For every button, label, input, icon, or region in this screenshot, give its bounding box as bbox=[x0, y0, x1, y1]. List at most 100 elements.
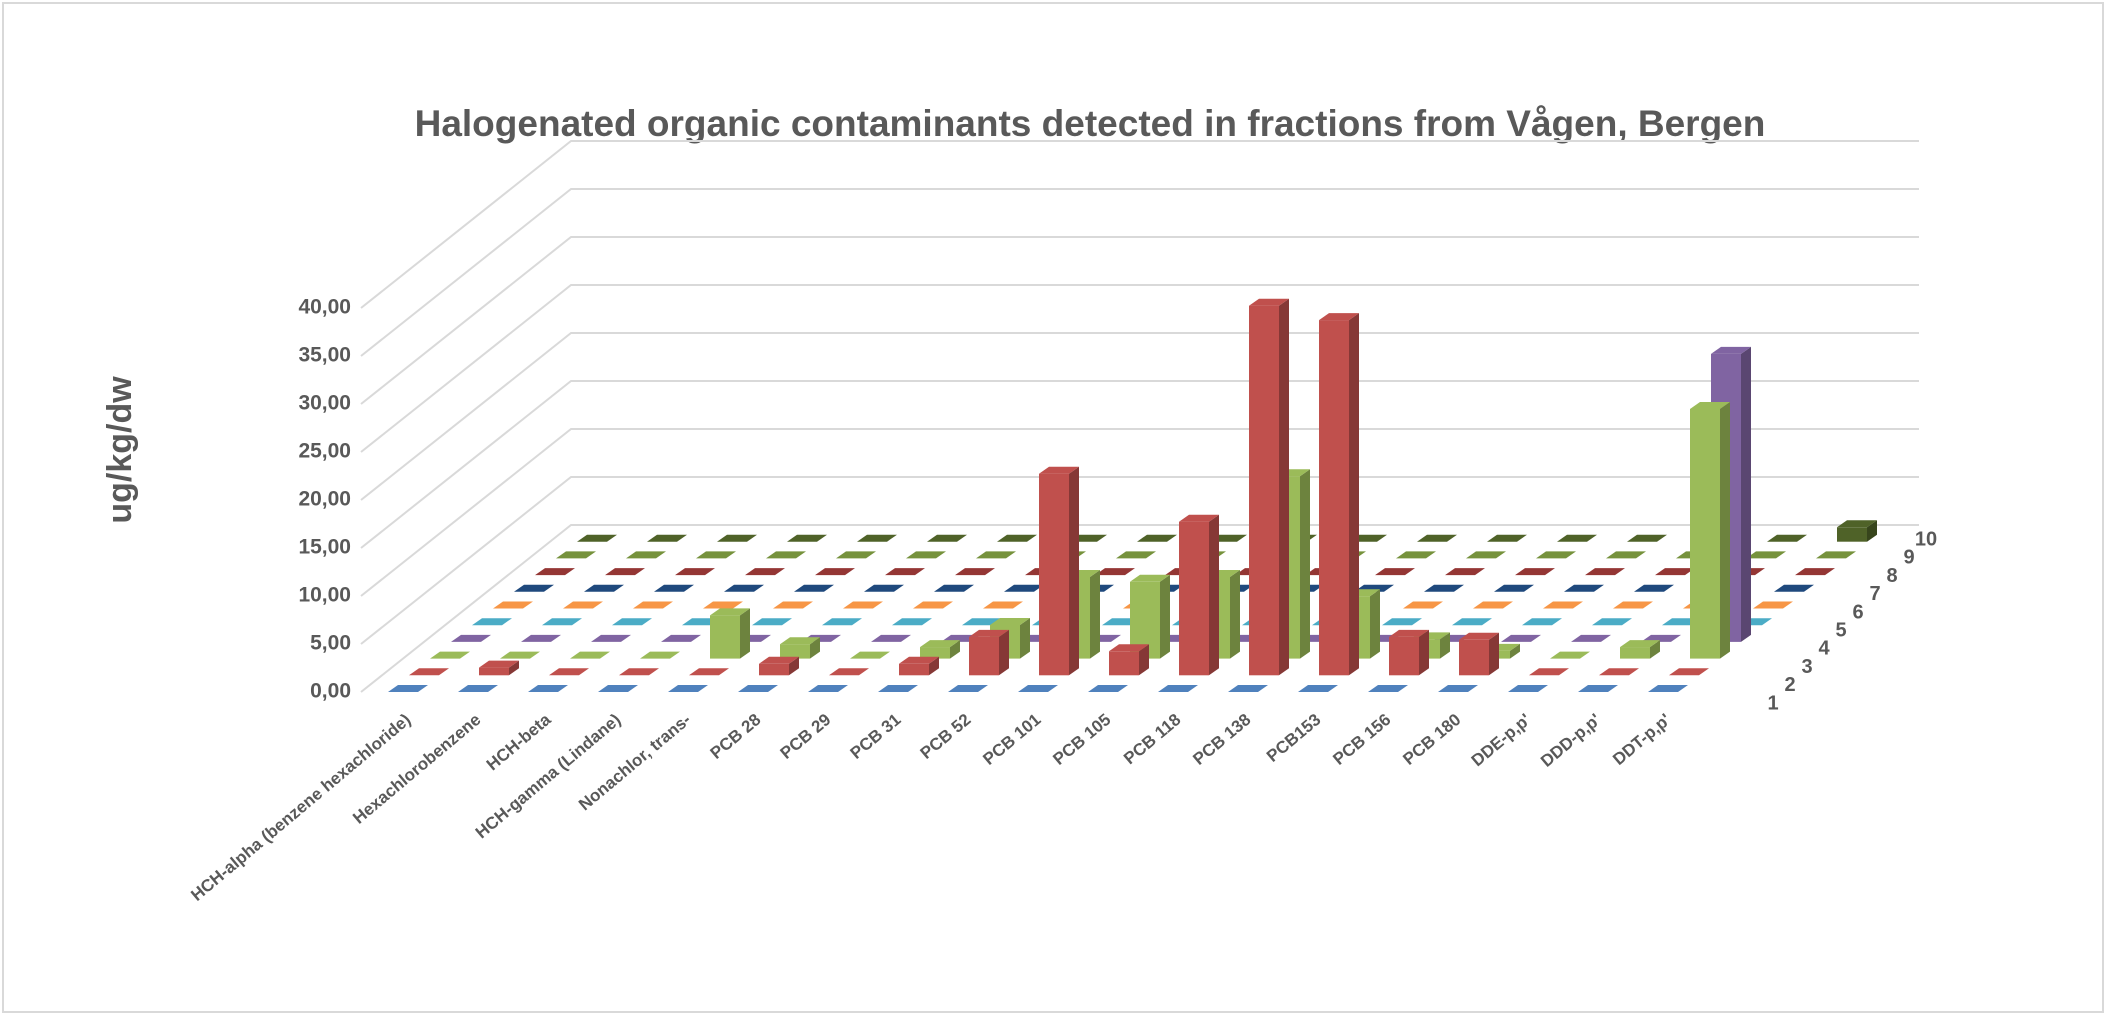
bar bbox=[549, 668, 589, 676]
bar bbox=[927, 534, 967, 542]
bar-side bbox=[1440, 632, 1450, 659]
bar bbox=[983, 601, 1023, 609]
bar-top bbox=[710, 608, 750, 616]
bar bbox=[864, 584, 904, 592]
bar bbox=[521, 634, 561, 642]
bar bbox=[913, 601, 953, 609]
bar bbox=[591, 634, 631, 642]
bar-top bbox=[479, 660, 519, 668]
bar bbox=[1417, 534, 1457, 542]
bar bbox=[948, 685, 988, 692]
bar-top bbox=[899, 656, 939, 664]
bar bbox=[710, 615, 740, 659]
bar-top bbox=[780, 637, 820, 645]
bar-side bbox=[929, 656, 939, 676]
bar bbox=[1655, 568, 1695, 576]
bar bbox=[612, 618, 652, 626]
bar bbox=[1466, 551, 1506, 559]
bar bbox=[1179, 521, 1209, 676]
y-tick-label: 10,00 bbox=[298, 584, 351, 607]
bar bbox=[1403, 601, 1443, 609]
bar bbox=[717, 534, 757, 542]
y-tick-label: 25,00 bbox=[298, 440, 351, 463]
bar bbox=[766, 551, 806, 559]
bar bbox=[976, 551, 1016, 559]
y-tick-label: 15,00 bbox=[298, 536, 351, 559]
bar bbox=[829, 668, 869, 676]
bar bbox=[1837, 527, 1867, 542]
bar bbox=[1746, 551, 1786, 559]
bar bbox=[1620, 647, 1650, 659]
depth-axis-label: 8 bbox=[1886, 565, 1897, 587]
bar bbox=[1116, 551, 1156, 559]
bar bbox=[430, 651, 470, 659]
bar-side bbox=[1230, 570, 1240, 659]
grid-line bbox=[360, 284, 1919, 453]
grid-line bbox=[360, 524, 1919, 693]
bar bbox=[759, 663, 789, 676]
bar-side bbox=[1139, 644, 1149, 676]
bar bbox=[661, 634, 701, 642]
bar-top bbox=[1249, 298, 1289, 306]
bar bbox=[626, 551, 666, 559]
bar-top bbox=[759, 656, 799, 664]
bar bbox=[577, 534, 617, 542]
bar-top bbox=[920, 640, 960, 648]
bar bbox=[1501, 634, 1541, 642]
bar-top bbox=[969, 629, 1009, 637]
bar bbox=[1522, 618, 1562, 626]
bar bbox=[570, 651, 610, 659]
grid-line bbox=[360, 380, 1919, 549]
bar bbox=[1816, 551, 1856, 559]
y-tick-label: 0,00 bbox=[310, 680, 351, 703]
bar bbox=[920, 647, 950, 659]
bar bbox=[906, 551, 946, 559]
y-tick-label: 5,00 bbox=[310, 632, 351, 655]
bar bbox=[1389, 636, 1419, 676]
bar-side bbox=[789, 656, 799, 676]
bar bbox=[822, 618, 862, 626]
bar bbox=[472, 618, 512, 626]
depth-axis-label: 7 bbox=[1869, 583, 1880, 605]
bar bbox=[843, 601, 883, 609]
bar bbox=[556, 551, 596, 559]
bar bbox=[1396, 551, 1436, 559]
y-axis-title: ug/kg/dw bbox=[101, 376, 139, 524]
bar bbox=[542, 618, 582, 626]
bar-top bbox=[1039, 466, 1079, 474]
bar-side bbox=[1489, 632, 1499, 676]
bar-side bbox=[810, 637, 820, 659]
bar bbox=[1445, 568, 1485, 576]
bar bbox=[409, 668, 449, 676]
bar bbox=[997, 534, 1037, 542]
bar bbox=[1515, 568, 1555, 576]
bar bbox=[1669, 668, 1709, 676]
bar bbox=[1424, 584, 1464, 592]
bar bbox=[857, 534, 897, 542]
bar bbox=[619, 668, 659, 676]
bar bbox=[1634, 584, 1674, 592]
bar-top bbox=[1319, 313, 1359, 321]
bar bbox=[1592, 618, 1632, 626]
grid-line bbox=[360, 332, 1919, 501]
bar bbox=[493, 601, 533, 609]
bar bbox=[675, 568, 715, 576]
bar bbox=[1319, 320, 1349, 676]
bar bbox=[1564, 584, 1604, 592]
bar-side bbox=[1160, 574, 1170, 659]
bar bbox=[1613, 601, 1653, 609]
bar bbox=[836, 551, 876, 559]
bar-side bbox=[1650, 640, 1660, 659]
depth-axis-label: 1 bbox=[1767, 692, 1778, 714]
y-tick-label: 40,00 bbox=[298, 296, 351, 319]
bar bbox=[1536, 551, 1576, 559]
bar bbox=[1018, 685, 1058, 692]
bar-side bbox=[1370, 589, 1380, 659]
depth-axis-label: 9 bbox=[1903, 547, 1914, 569]
bar-top bbox=[1459, 632, 1499, 640]
bar bbox=[1375, 568, 1415, 576]
depth-axis-label: 10 bbox=[1915, 528, 1937, 550]
bar bbox=[808, 685, 848, 692]
bar bbox=[1368, 685, 1408, 692]
